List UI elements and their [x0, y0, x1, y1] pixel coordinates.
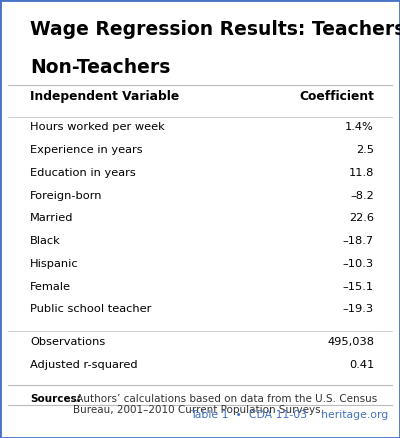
Text: Education in years: Education in years [30, 168, 136, 178]
Text: 1.4%: 1.4% [345, 122, 374, 132]
Text: Independent Variable: Independent Variable [30, 90, 179, 103]
Text: Wage Regression Results: Teachers vs.: Wage Regression Results: Teachers vs. [30, 20, 400, 39]
Text: –15.1: –15.1 [343, 282, 374, 292]
Text: 11.8: 11.8 [349, 168, 374, 178]
Text: Table 1  •  CDA 11-03    heritage.org: Table 1 • CDA 11-03 heritage.org [190, 410, 388, 420]
Text: Coefficient: Coefficient [299, 90, 374, 103]
Text: –18.7: –18.7 [343, 236, 374, 246]
Text: Hispanic: Hispanic [30, 259, 79, 269]
Text: Observations: Observations [30, 337, 105, 347]
Text: –10.3: –10.3 [343, 259, 374, 269]
Text: Non-Teachers: Non-Teachers [30, 58, 170, 77]
Text: Married: Married [30, 213, 74, 223]
Text: 22.6: 22.6 [349, 213, 374, 223]
Text: Public school teacher: Public school teacher [30, 304, 151, 314]
Text: Sources:: Sources: [30, 394, 81, 404]
Text: Authors’ calculations based on data from the U.S. Census Bureau, 2001–2010 Curre: Authors’ calculations based on data from… [73, 394, 377, 415]
Text: Black: Black [30, 236, 61, 246]
Text: 2.5: 2.5 [356, 145, 374, 155]
Text: Female: Female [30, 282, 71, 292]
Text: –8.2: –8.2 [350, 191, 374, 201]
Text: –19.3: –19.3 [343, 304, 374, 314]
Text: Adjusted r-squared: Adjusted r-squared [30, 360, 138, 370]
Text: 0.41: 0.41 [349, 360, 374, 370]
Text: Experience in years: Experience in years [30, 145, 143, 155]
Text: 495,038: 495,038 [327, 337, 374, 347]
Text: Foreign-born: Foreign-born [30, 191, 102, 201]
Text: Hours worked per week: Hours worked per week [30, 122, 165, 132]
